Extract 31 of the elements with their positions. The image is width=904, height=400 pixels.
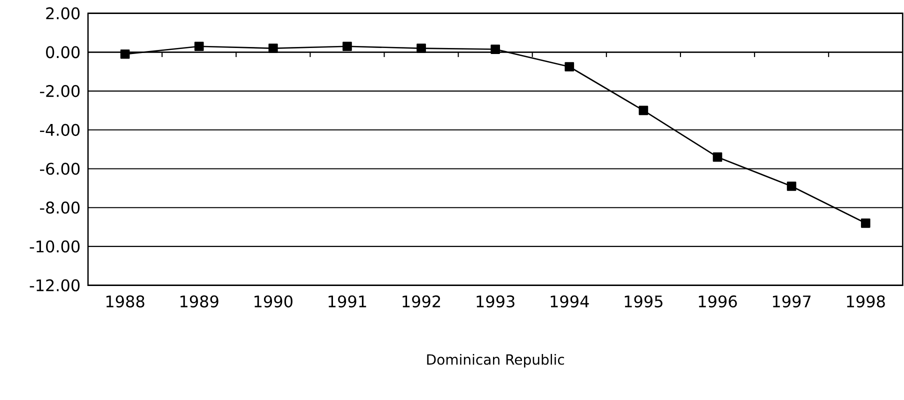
point xyxy=(786,182,796,191)
y-tick-label: -12.00 xyxy=(30,279,80,292)
x-tick-label: 1994 xyxy=(550,295,589,308)
point xyxy=(712,152,722,162)
x-tick-label: 1992 xyxy=(402,295,440,308)
y-tick-label: -4.00 xyxy=(40,124,80,136)
point xyxy=(416,44,426,53)
x-tick-label: 1988 xyxy=(106,295,144,308)
y-tick-label: -8.00 xyxy=(40,202,80,214)
y-tick-label: -2.00 xyxy=(40,84,80,98)
x-tick-label: 1995 xyxy=(624,295,662,308)
point xyxy=(342,42,352,52)
y-tick-label: 2.00 xyxy=(46,7,80,20)
x-tick-label: 1991 xyxy=(328,295,366,308)
point xyxy=(860,218,870,228)
point xyxy=(564,62,574,72)
point xyxy=(120,49,130,59)
point xyxy=(268,44,278,53)
x-axis-title: Dominican Republic xyxy=(427,354,564,368)
y-tick-label: 0.00 xyxy=(46,46,80,58)
x-tick-label: 1993 xyxy=(476,295,514,308)
point xyxy=(490,44,500,54)
y-tick-label: -6.00 xyxy=(40,162,80,175)
x-tick-label: 1989 xyxy=(180,295,218,308)
point xyxy=(638,106,648,116)
point xyxy=(194,42,204,52)
x-tick-label: 1996 xyxy=(698,295,737,308)
x-tick-label: 1997 xyxy=(772,295,811,308)
x-tick-label: 1990 xyxy=(254,295,292,308)
y-tick-label: -10.00 xyxy=(30,240,80,253)
x-tick-label: 1998 xyxy=(847,295,885,308)
